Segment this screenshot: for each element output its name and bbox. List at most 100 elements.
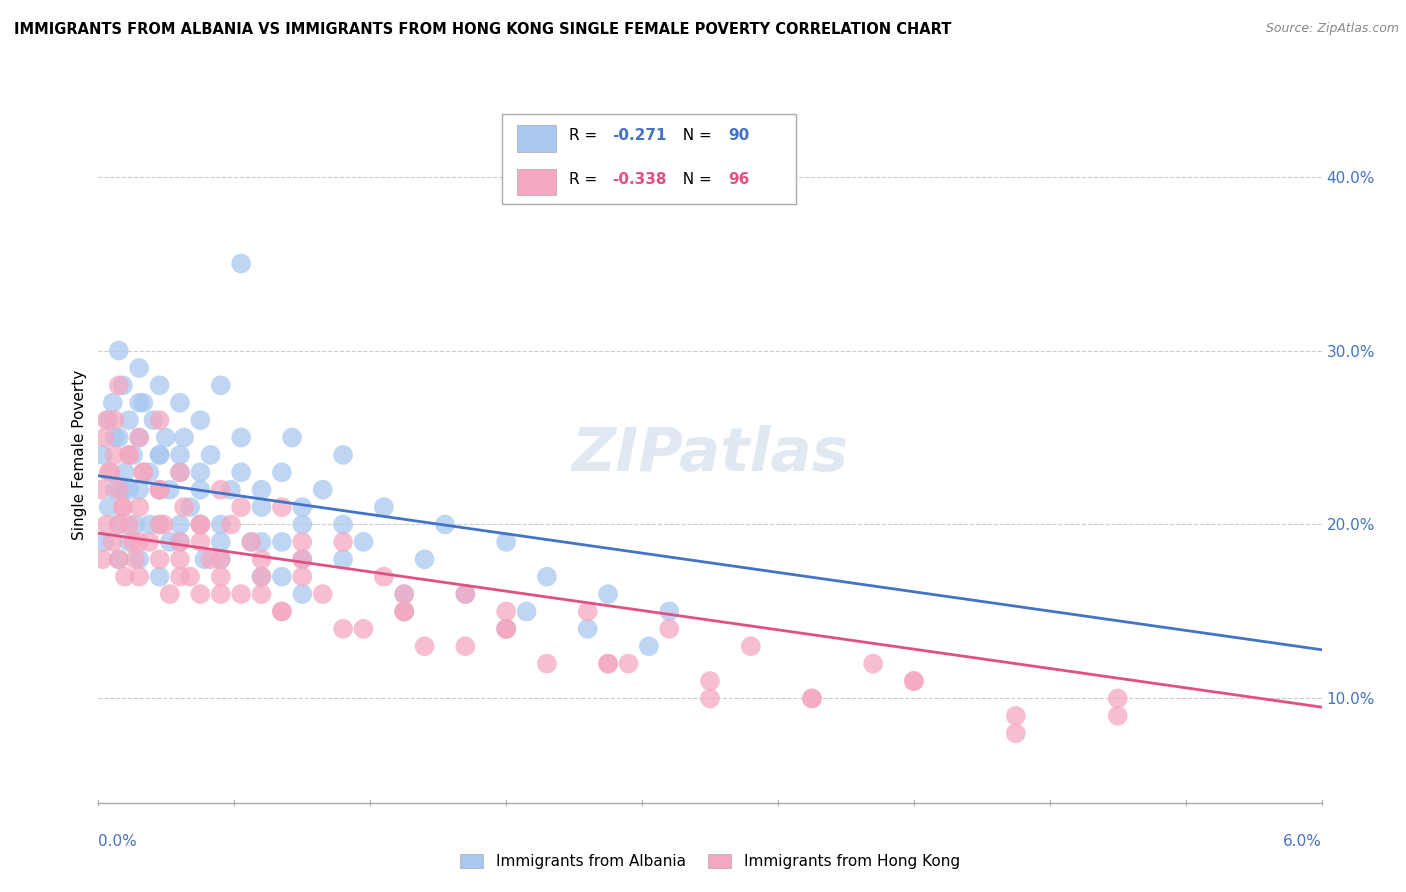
Point (332, 517, 354, 532)
Point (118, 483, 141, 497)
Point (159, 534, 181, 549)
Point (128, 552, 150, 566)
Point (149, 483, 172, 497)
Point (188, 466, 212, 480)
Point (516, 605, 538, 619)
Text: R =: R = (569, 172, 603, 186)
Point (149, 448, 172, 462)
Point (128, 500, 150, 514)
Point (231, 430, 253, 444)
Point (188, 517, 212, 532)
Point (250, 534, 273, 549)
Point (658, 622, 681, 636)
Point (392, 605, 416, 619)
Point (155, 430, 177, 444)
Point (138, 517, 160, 532)
Point (270, 605, 292, 619)
Point (413, 639, 436, 653)
Point (124, 517, 146, 532)
Point (169, 517, 191, 532)
Point (193, 552, 215, 566)
Point (104, 430, 127, 444)
Point (495, 622, 517, 636)
Point (209, 552, 232, 566)
Point (903, 674, 925, 689)
Point (132, 466, 155, 480)
Point (97, 466, 120, 480)
Text: 0.0%: 0.0% (98, 834, 138, 849)
Point (699, 674, 721, 689)
Point (104, 448, 127, 462)
Point (149, 570, 172, 584)
Point (291, 517, 314, 532)
Point (598, 587, 620, 601)
Point (108, 343, 131, 358)
Point (495, 622, 517, 636)
Point (250, 483, 273, 497)
Point (108, 517, 131, 532)
Point (740, 639, 762, 653)
Point (179, 570, 201, 584)
Point (291, 500, 314, 514)
Point (118, 413, 141, 427)
Point (122, 534, 145, 549)
Point (352, 622, 374, 636)
Point (270, 466, 292, 480)
Point (159, 483, 181, 497)
Point (89, 483, 111, 497)
Text: N =: N = (673, 128, 717, 144)
Point (169, 534, 191, 549)
Point (169, 466, 191, 480)
Bar (517, 126, 555, 152)
Point (862, 657, 884, 671)
Point (291, 587, 314, 601)
Point (159, 587, 181, 601)
Point (250, 500, 273, 514)
Point (128, 395, 150, 409)
Point (104, 483, 127, 497)
Point (495, 605, 517, 619)
Point (93, 534, 115, 549)
Point (219, 517, 242, 532)
Text: ZIPatlas: ZIPatlas (571, 425, 849, 484)
Point (97, 500, 120, 514)
Point (231, 587, 253, 601)
Point (149, 552, 172, 566)
Point (96, 413, 118, 427)
Point (138, 534, 160, 549)
Point (101, 534, 124, 549)
Point (1004, 708, 1026, 723)
Point (433, 517, 456, 532)
Point (97, 413, 120, 427)
Point (801, 691, 824, 706)
Point (291, 570, 314, 584)
Point (128, 430, 150, 444)
Point (637, 639, 661, 653)
Point (104, 413, 127, 427)
Text: R =: R = (569, 128, 603, 144)
Point (392, 587, 416, 601)
Point (209, 552, 232, 566)
Point (291, 552, 314, 566)
Point (392, 605, 416, 619)
Point (149, 448, 172, 462)
Point (118, 534, 141, 549)
Point (169, 395, 191, 409)
Point (250, 552, 273, 566)
Point (188, 534, 212, 549)
Point (128, 483, 150, 497)
Point (291, 552, 314, 566)
Point (114, 570, 136, 584)
Point (270, 570, 292, 584)
Point (291, 534, 314, 549)
Point (270, 534, 292, 549)
Point (231, 500, 253, 514)
Point (658, 605, 681, 619)
Point (373, 500, 395, 514)
Point (903, 674, 925, 689)
Point (617, 657, 640, 671)
Y-axis label: Single Female Poverty: Single Female Poverty (72, 370, 87, 540)
Point (1107, 708, 1129, 723)
Point (1107, 691, 1129, 706)
Point (332, 622, 354, 636)
